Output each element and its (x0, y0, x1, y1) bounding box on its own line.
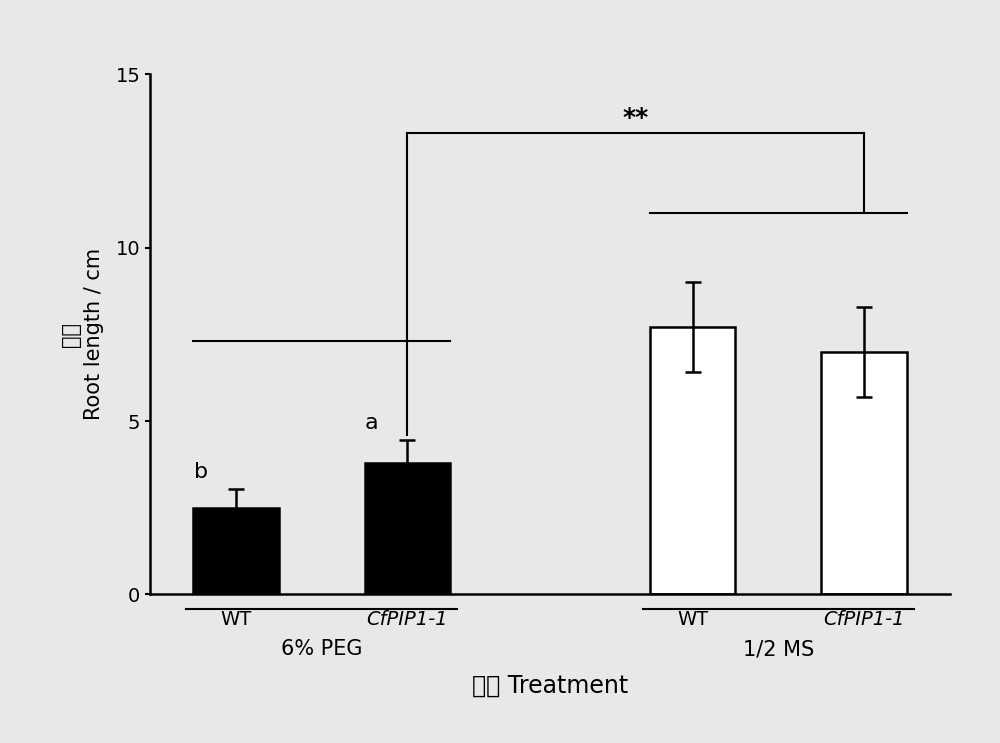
Bar (365, 463, 450, 594)
Text: 1/2 MS: 1/2 MS (743, 640, 814, 660)
Bar (821, 351, 907, 594)
Text: **: ** (622, 106, 649, 130)
Text: 处理 Treatment: 处理 Treatment (472, 674, 628, 698)
Y-axis label: 根长
Root length / cm: 根长 Root length / cm (61, 248, 104, 421)
Text: CfPIP1-1: CfPIP1-1 (367, 610, 448, 629)
Text: 6% PEG: 6% PEG (281, 640, 363, 660)
Text: WT: WT (677, 610, 708, 629)
Text: CfPIP1-1: CfPIP1-1 (823, 610, 904, 629)
Bar (193, 507, 279, 594)
Text: WT: WT (221, 610, 252, 629)
Text: b: b (194, 461, 208, 481)
Bar (650, 328, 735, 594)
Text: a: a (365, 413, 379, 433)
